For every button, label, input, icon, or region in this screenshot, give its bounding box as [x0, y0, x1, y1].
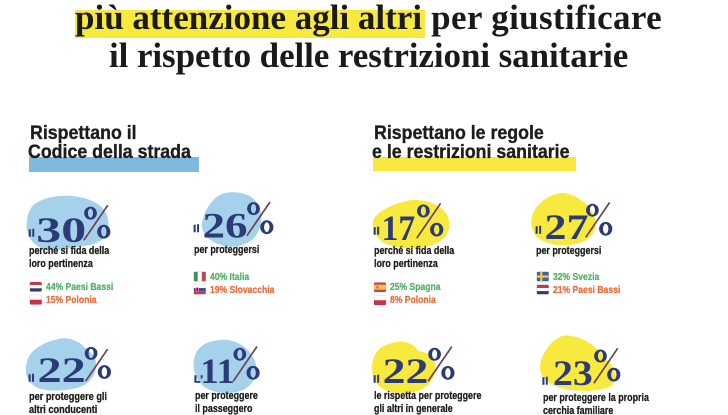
svg-text:23: 23	[553, 353, 593, 393]
svg-text:11: 11	[200, 351, 235, 391]
svg-text:Il: Il	[373, 375, 380, 386]
svg-text:Il: Il	[28, 374, 35, 385]
svg-text:Il: Il	[542, 376, 549, 387]
svg-text:17: 17	[382, 208, 416, 248]
svg-text:Il: Il	[193, 224, 200, 235]
svg-text:22: 22	[38, 350, 86, 390]
svg-text:Il: Il	[28, 228, 35, 239]
svg-text:Il: Il	[373, 226, 380, 237]
svg-text:L’: L’	[194, 375, 204, 386]
svg-text:Il: Il	[535, 226, 542, 237]
svg-text:26: 26	[203, 205, 248, 245]
svg-text:30: 30	[36, 210, 86, 250]
svg-text:27: 27	[545, 207, 589, 247]
svg-text:22: 22	[383, 351, 429, 391]
